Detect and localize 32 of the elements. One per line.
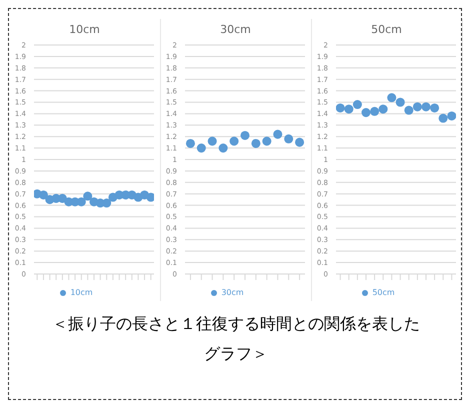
point [386, 93, 396, 102]
point [446, 111, 456, 120]
point [240, 130, 250, 140]
point [370, 106, 379, 116]
point [185, 138, 194, 148]
legend-label: 10cm [70, 288, 93, 297]
point [262, 136, 271, 146]
point [420, 102, 430, 112]
point [395, 98, 404, 107]
point [344, 104, 353, 114]
point [250, 138, 260, 148]
point [378, 104, 388, 114]
legend-label: 50cm [372, 288, 395, 297]
point [360, 108, 370, 118]
point [430, 103, 439, 112]
point [196, 144, 206, 153]
chart-title: 10cm [68, 23, 101, 38]
point [284, 134, 293, 144]
point [352, 100, 362, 110]
text: ＜振り子の長さと１往復する時間との関係を表したグラフ＞ [51, 313, 421, 365]
point [438, 114, 448, 123]
point [218, 144, 228, 153]
point [207, 136, 216, 146]
point [404, 106, 413, 115]
chart-title: 50cm [370, 23, 403, 38]
point [272, 130, 282, 139]
legend-label: 30cm [221, 288, 244, 297]
point [412, 102, 422, 112]
point [294, 138, 304, 147]
point [336, 103, 344, 112]
point [229, 136, 238, 146]
chart-title: 30cm [219, 23, 252, 38]
